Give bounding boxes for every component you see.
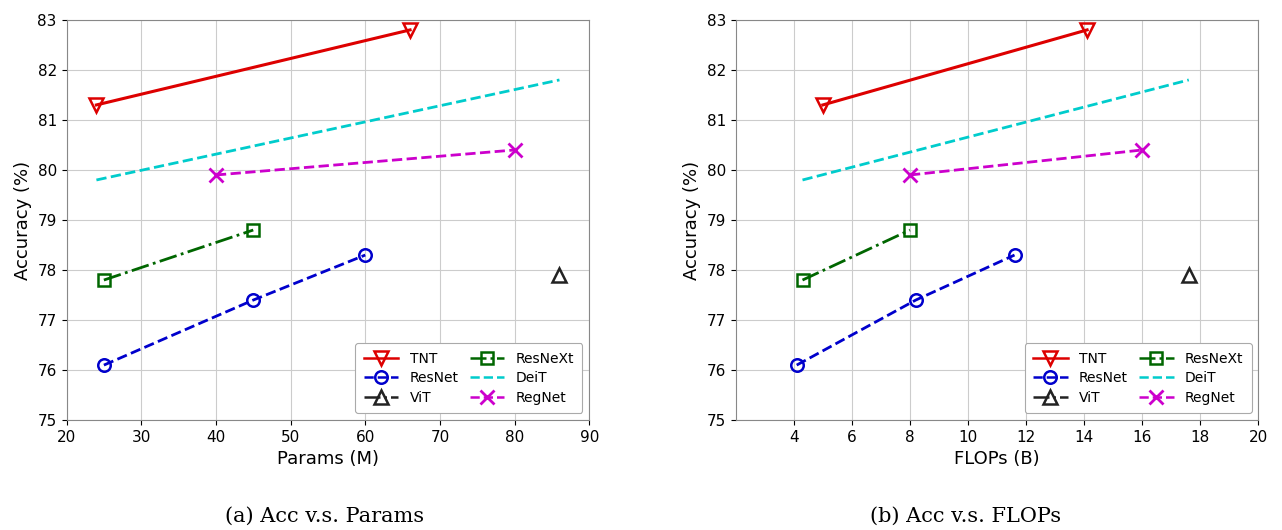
Text: (a) Acc v.s. Params: (a) Acc v.s. Params xyxy=(224,507,424,526)
Legend: TNT, ResNet, ViT, ResNeXt, DeiT, RegNet: TNT, ResNet, ViT, ResNeXt, DeiT, RegNet xyxy=(1024,343,1251,413)
X-axis label: Params (M): Params (M) xyxy=(277,450,379,469)
X-axis label: FLOPs (B): FLOPs (B) xyxy=(954,450,1040,469)
Y-axis label: Accuracy (%): Accuracy (%) xyxy=(683,161,701,279)
Legend: TNT, ResNet, ViT, ResNeXt, DeiT, RegNet: TNT, ResNet, ViT, ResNeXt, DeiT, RegNet xyxy=(355,343,582,413)
Y-axis label: Accuracy (%): Accuracy (%) xyxy=(14,161,32,279)
Text: (b) Acc v.s. FLOPs: (b) Acc v.s. FLOPs xyxy=(869,507,1061,526)
